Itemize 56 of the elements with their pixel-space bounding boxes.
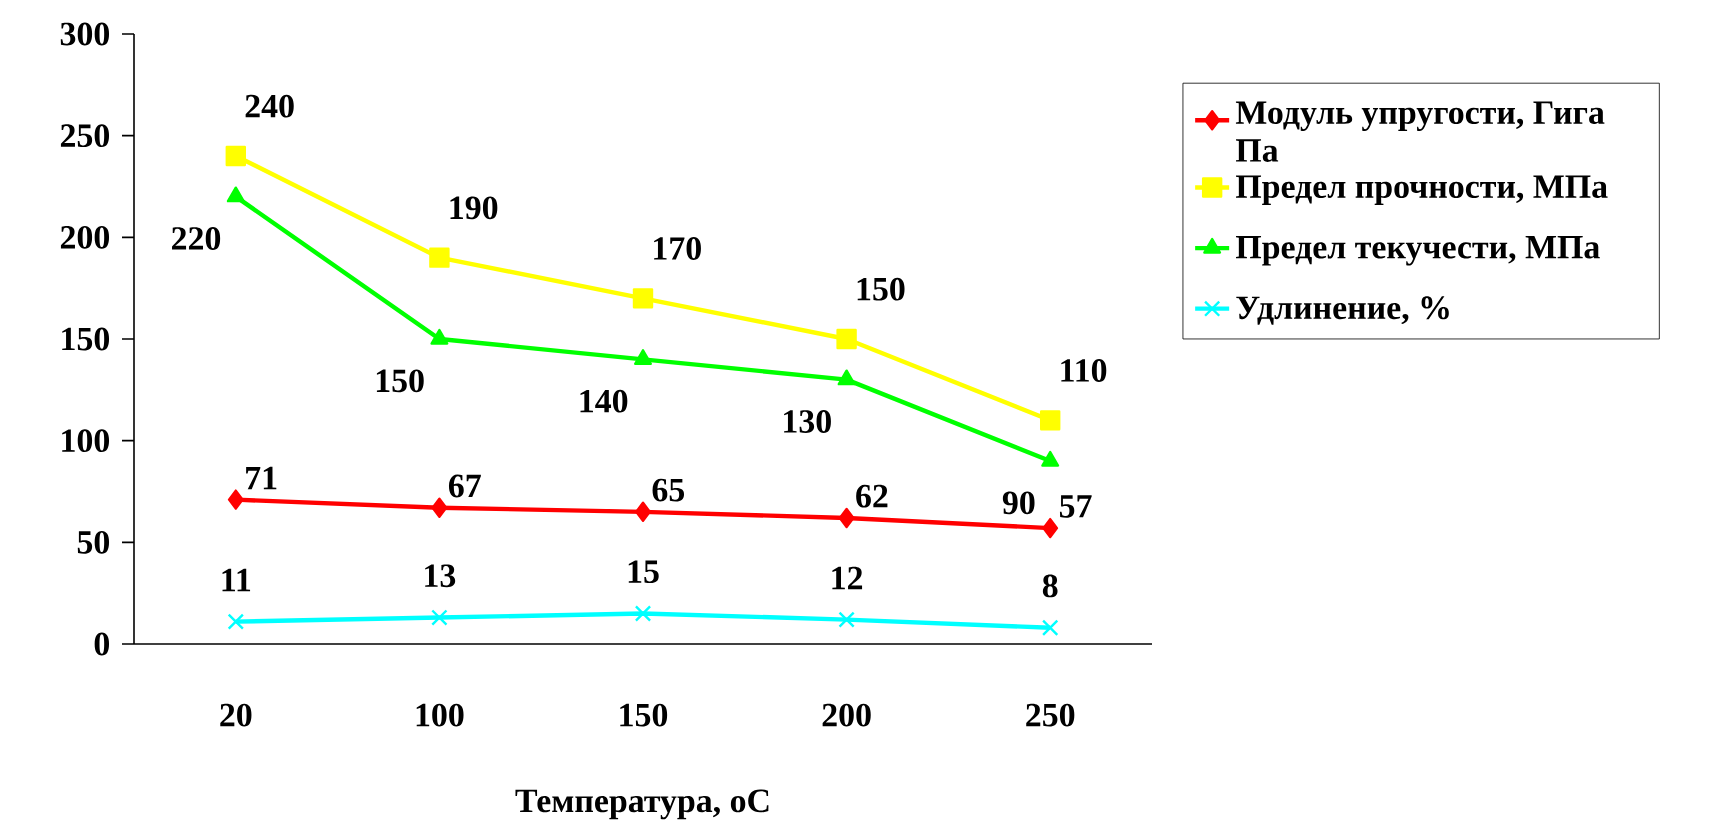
x-axis-title: Температура, оС [515, 789, 769, 820]
point [838, 611, 855, 628]
point [225, 145, 246, 167]
point [634, 605, 652, 622]
point [632, 288, 654, 309]
point [634, 349, 652, 366]
point [226, 186, 245, 203]
data-label: 13 [425, 564, 456, 588]
data-label: 11 [222, 568, 251, 592]
data-label: 240 [245, 94, 294, 118]
data-label: 190 [450, 196, 498, 220]
point [227, 489, 244, 510]
legend-label: Предел прочности, МПа [1236, 175, 1608, 205]
point [1041, 619, 1059, 636]
data-label: 67 [448, 474, 481, 498]
x-tick-label: 200 [822, 703, 871, 727]
legend-label: Модуль упругости, Гига Па [1235, 101, 1605, 162]
point [837, 369, 856, 386]
y-tick-label: 200 [60, 225, 110, 249]
x-tick-label: 150 [620, 703, 668, 727]
x-tick-label: 250 [1026, 703, 1075, 727]
point [635, 501, 651, 523]
data-label: 130 [784, 410, 831, 433]
data-label: 15 [628, 560, 659, 584]
legend-label: Удлинение, % [1236, 296, 1449, 325]
data-label: 8 [1042, 574, 1058, 598]
y-tick-label: 0 [94, 632, 110, 656]
data-label: 62 [856, 484, 888, 508]
data-label: 220 [172, 227, 221, 250]
data-label: 150 [376, 369, 424, 393]
data-label: 90 [1002, 491, 1035, 515]
point [838, 507, 855, 529]
data-label: 110 [1061, 359, 1107, 382]
point [1042, 517, 1059, 539]
data-label: 57 [1059, 495, 1092, 518]
data-label: 12 [832, 566, 863, 590]
y-tick-label: 50 [77, 530, 110, 554]
x-tick-label: 100 [416, 703, 464, 727]
data-label: 170 [654, 237, 701, 260]
point [431, 497, 448, 518]
point [429, 247, 450, 268]
point [227, 613, 245, 630]
point [1040, 410, 1061, 431]
point [431, 609, 448, 626]
data-label: 65 [652, 478, 685, 502]
point [430, 328, 449, 345]
x-tick-label: 20 [220, 703, 252, 727]
data-label: 140 [580, 389, 628, 413]
data-label: 150 [857, 277, 905, 301]
data-label: 71 [246, 466, 277, 490]
y-tick-label: 150 [62, 327, 110, 351]
y-tick-label: 300 [60, 22, 110, 46]
y-tick-label: 250 [60, 124, 110, 148]
point [836, 328, 857, 350]
legend-label: Предел текучести, МПа [1236, 236, 1600, 266]
y-tick-label: 100 [62, 429, 110, 453]
